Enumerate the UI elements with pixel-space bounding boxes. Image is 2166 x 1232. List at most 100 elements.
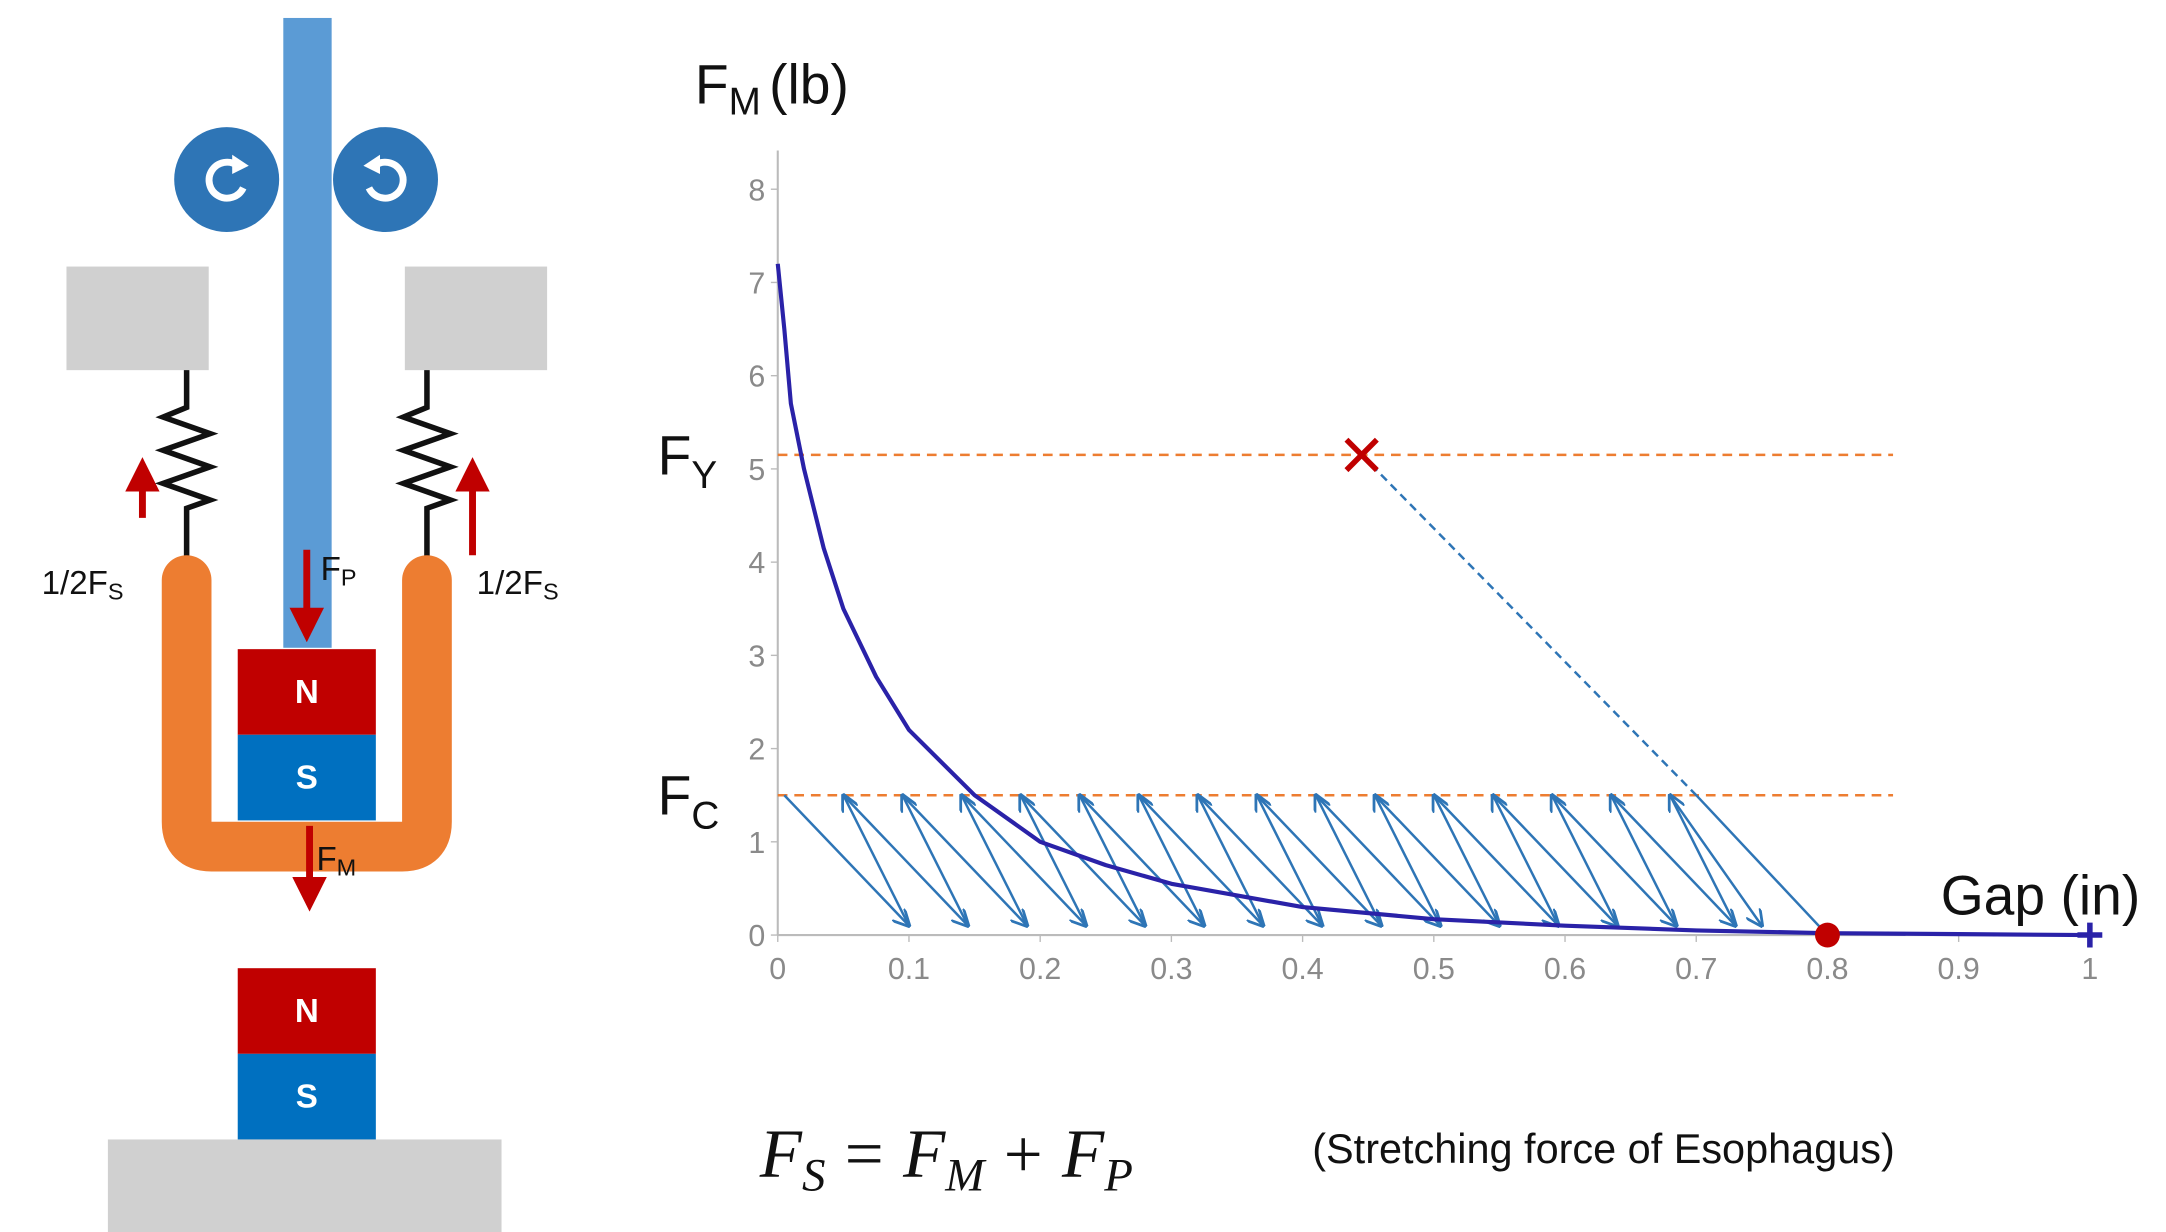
base	[107, 1139, 502, 1232]
x-tick-label: 0.1	[888, 952, 930, 986]
support-right	[404, 266, 548, 371]
magnet-north	[237, 968, 376, 1054]
y-tick-label: 7	[748, 266, 765, 300]
cycle-arrow-down	[1551, 794, 1677, 926]
yield-marker	[1344, 437, 1379, 473]
cycle-arrow-up	[1198, 795, 1265, 927]
rotate-icon	[205, 158, 247, 202]
cycle-arrow-down	[842, 794, 968, 926]
end-marker	[2077, 922, 2103, 948]
y-tick-label: 3	[748, 639, 765, 673]
rotate-arrowhead	[363, 154, 380, 175]
force-curve	[775, 263, 2090, 938]
cycle-arrow-up	[902, 795, 970, 927]
rotate-arrowhead	[232, 154, 249, 175]
x-tick-label: 0.8	[1806, 952, 1848, 986]
cycle-arrow-down	[1078, 794, 1205, 926]
label-base: F	[658, 765, 692, 827]
cycle-arrow-up	[1316, 795, 1383, 927]
force-label: 1/2FS	[477, 565, 559, 605]
label-sub: M	[729, 81, 761, 124]
cycle-arrow-down	[1196, 794, 1323, 926]
label-base: F	[695, 54, 729, 116]
eq-base: F	[902, 1115, 946, 1192]
label-base: F	[658, 424, 692, 486]
label-base: F	[321, 551, 341, 588]
x-tick-label: 0.9	[1938, 952, 1980, 986]
support-left	[66, 266, 209, 371]
cycle-arrow-down	[960, 794, 1086, 926]
magnet-label: S	[296, 760, 318, 797]
y-tick-label: 0	[748, 919, 765, 953]
y-tick-label: 4	[748, 546, 765, 580]
label-sub: M	[337, 855, 357, 881]
label-base: 1/2F	[42, 565, 108, 602]
rod	[283, 17, 332, 648]
magnet-label: N	[295, 674, 319, 711]
label-sub: Y	[691, 454, 717, 497]
label-unit: (lb)	[769, 54, 849, 116]
cycle-arrow-up	[1670, 795, 1737, 927]
cycle-arrow-down	[1610, 794, 1736, 926]
eq-base: F	[1061, 1115, 1105, 1192]
y-tick-label: 8	[748, 173, 765, 207]
x-tick-label: 1	[2081, 952, 2098, 986]
x-tick-label: 0.2	[1019, 952, 1061, 986]
x-tick-label: 0.5	[1413, 952, 1455, 986]
spring-left	[154, 370, 219, 560]
cycle-arrow-down	[1019, 794, 1146, 926]
cycle-arrow-down	[1255, 794, 1382, 926]
cycle-arrow-down	[783, 794, 909, 926]
reference-label: FC	[658, 765, 720, 838]
cycle-arrow-down	[1373, 794, 1500, 926]
cycle-arrow-up	[1021, 795, 1088, 927]
note: (Stretching force of Esophagus)	[1312, 1125, 1895, 1172]
cycle-arrow-up	[1611, 795, 1678, 927]
label-base: 1/2F	[477, 565, 543, 602]
y-tick-label: 6	[748, 360, 765, 394]
roller-left	[174, 127, 280, 233]
rotate-icon	[365, 158, 407, 202]
release-marker	[1815, 922, 1840, 948]
mechanism: N S N S 1/2FS 1/2FS FP FM	[42, 17, 559, 1232]
x-tick-label: 0.4	[1281, 952, 1323, 986]
magnet-south	[237, 734, 376, 821]
y-tick-label: 1	[748, 826, 765, 860]
cycle-arrow-up	[1139, 795, 1206, 927]
cycle-arrow-up	[1375, 795, 1442, 927]
cycle-arrow-down	[1668, 794, 1762, 926]
cycle-arrow-down	[1491, 794, 1618, 926]
label-sub: P	[341, 565, 357, 591]
eq-op: =	[845, 1115, 884, 1192]
cycle-arrow-up	[1552, 795, 1619, 927]
force-label: FM	[316, 841, 356, 881]
cycle-arrow-down	[1137, 794, 1264, 926]
x-axis-label: Gap (in)	[1941, 864, 2141, 926]
magnet-north	[237, 649, 376, 735]
cycle-arrow-down	[1314, 794, 1441, 926]
eq-sub: P	[1103, 1150, 1133, 1202]
roller-right	[333, 127, 438, 233]
cycle-arrow-up	[1493, 795, 1560, 927]
eq-base: F	[759, 1115, 803, 1192]
force-label: 1/2FS	[42, 565, 124, 605]
force-label: FP	[321, 551, 357, 591]
eq-sub: M	[944, 1150, 987, 1202]
cycle-arrow-down	[901, 794, 1027, 926]
y-axis-label: FM (lb)	[695, 54, 849, 124]
magnet-south	[237, 1053, 376, 1140]
load-path	[1360, 454, 1698, 797]
y-tick-label: 5	[748, 453, 765, 487]
label-sub: C	[691, 794, 719, 837]
load-path	[1695, 794, 1829, 936]
magnet-label: N	[295, 993, 319, 1030]
x-tick-label: 0.7	[1675, 952, 1717, 986]
cycle-arrow-up	[1080, 795, 1147, 927]
label-sub: S	[543, 578, 559, 604]
cycle-arrow-up	[1434, 795, 1501, 927]
eq-op: +	[1004, 1115, 1043, 1192]
y-tick-label: 2	[748, 733, 765, 767]
x-tick-label: 0.3	[1150, 952, 1192, 986]
magnet-label: S	[296, 1079, 318, 1116]
